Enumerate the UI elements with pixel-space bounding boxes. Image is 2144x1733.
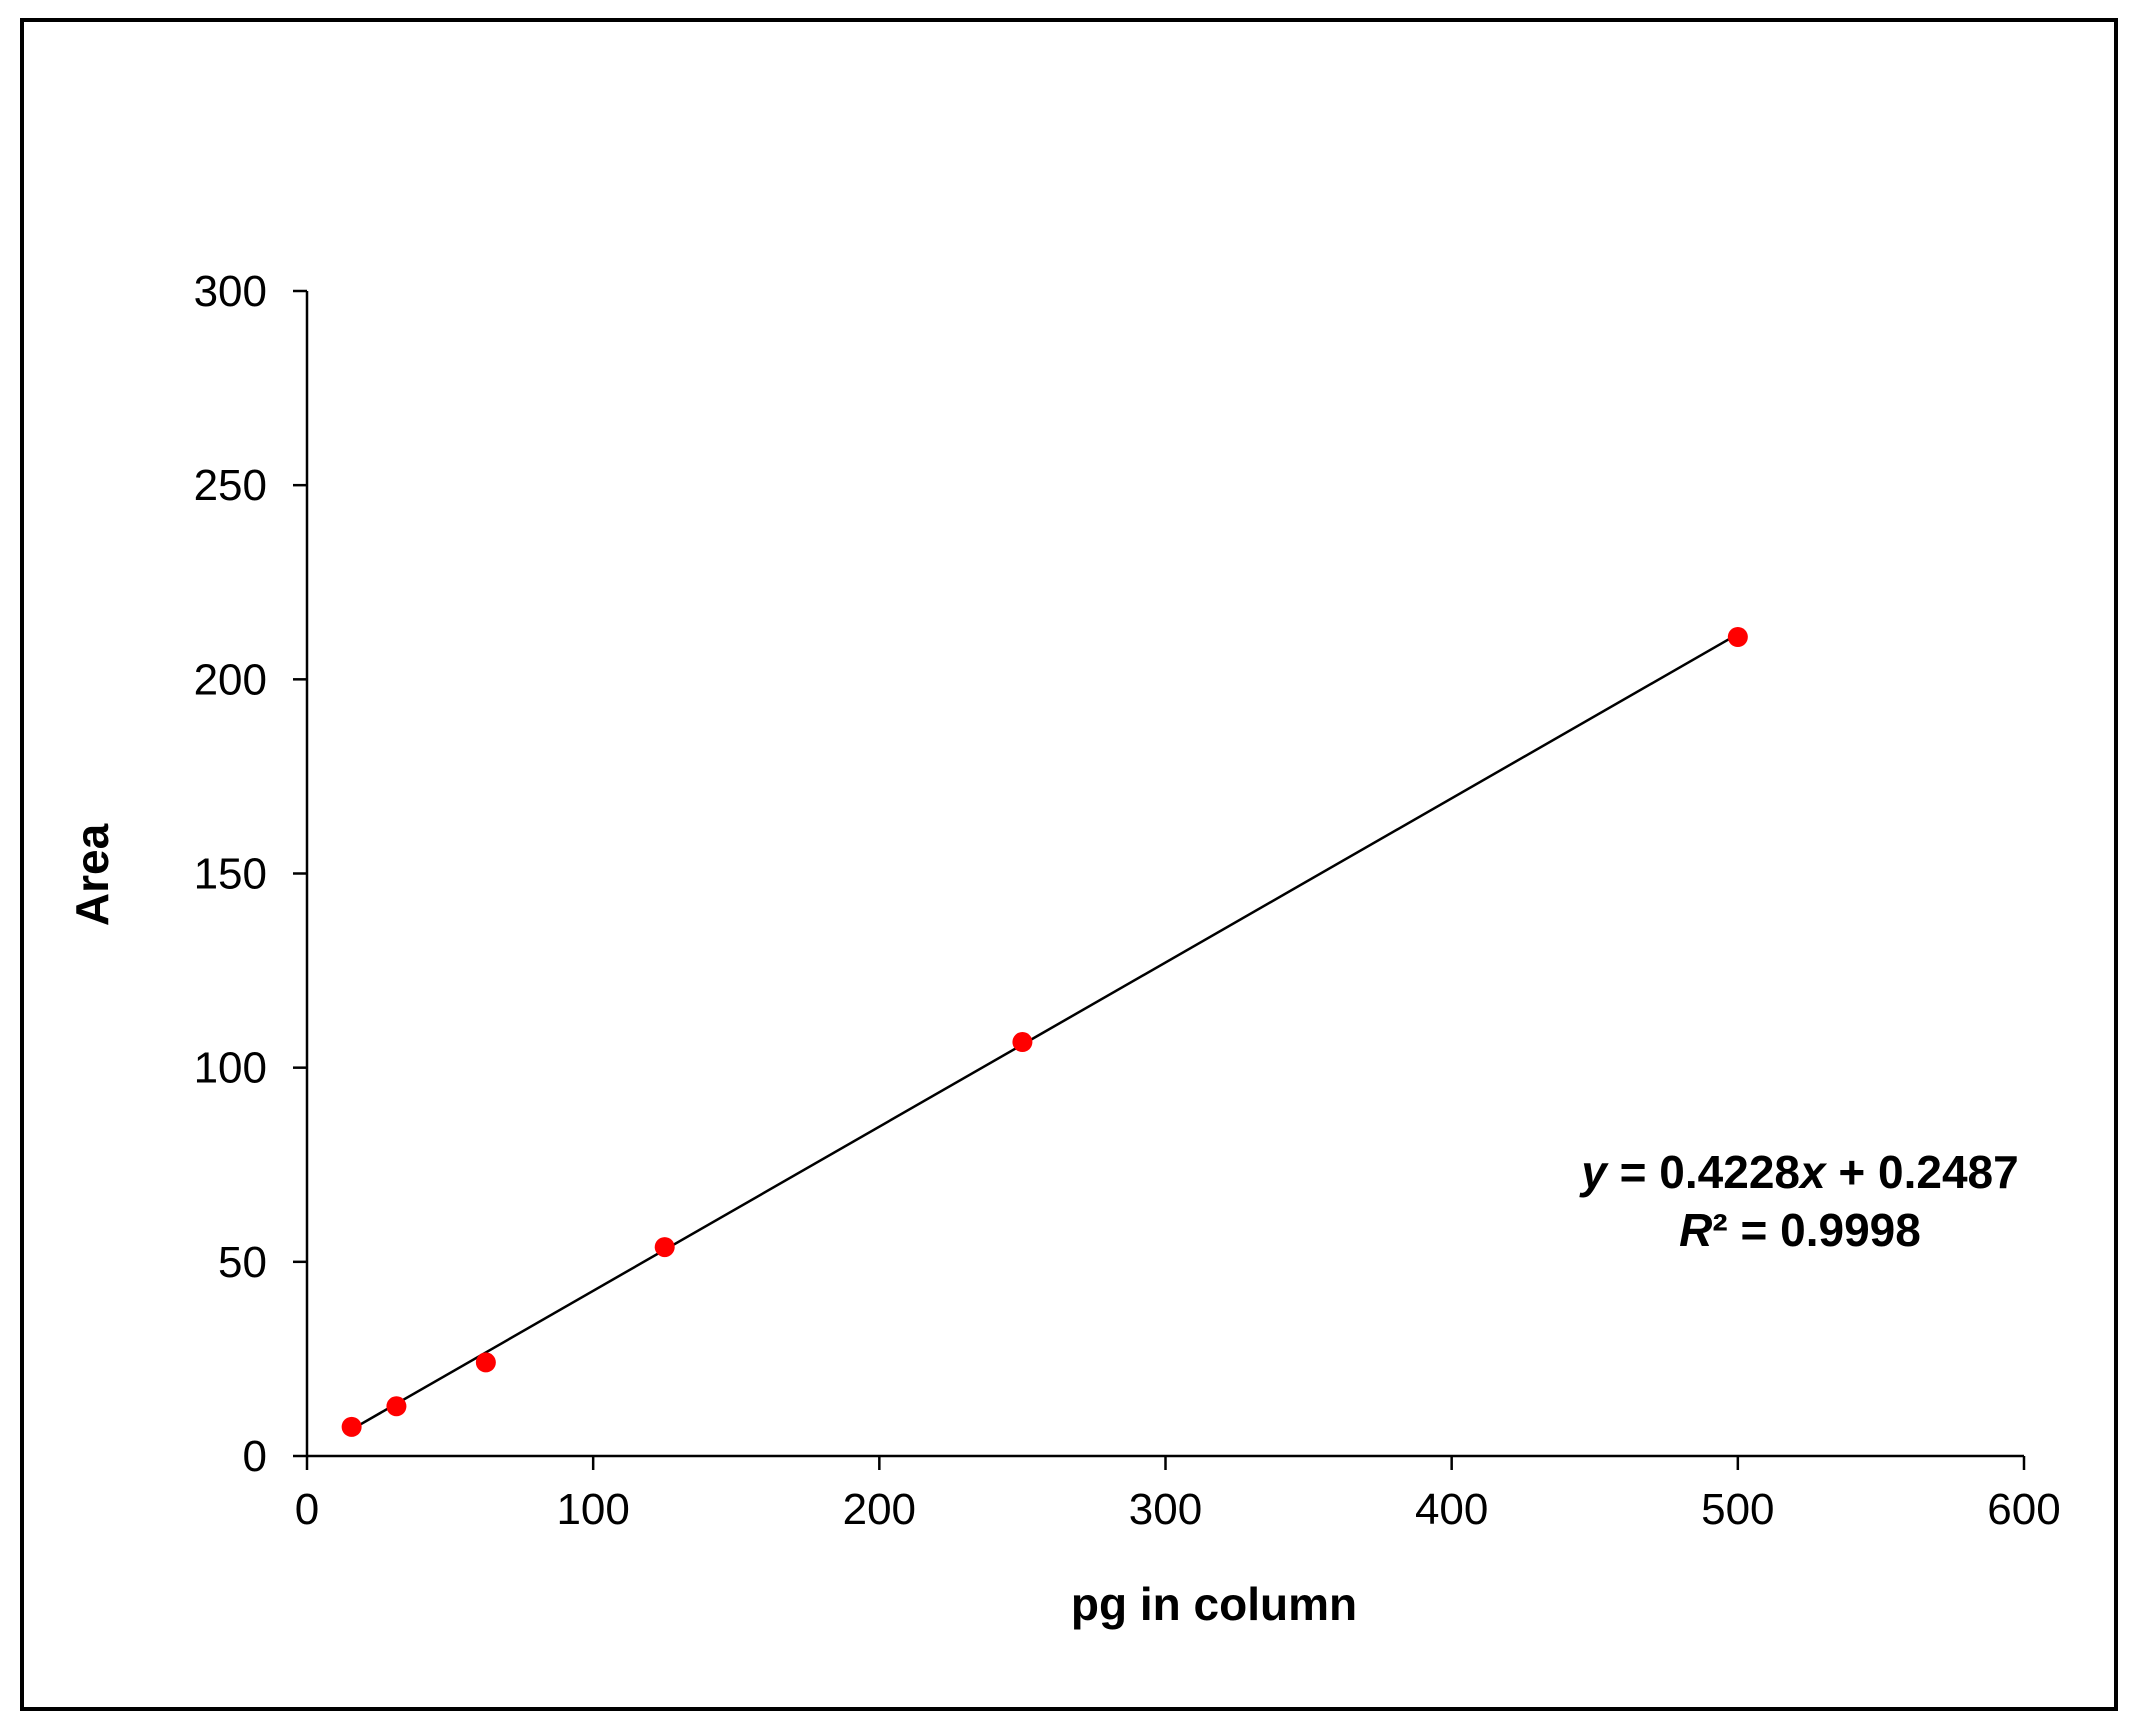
data-point xyxy=(386,1396,407,1417)
r-squared-value: ² = 0.9998 xyxy=(1712,1204,1920,1256)
data-point xyxy=(475,1352,496,1373)
equation-slope: = 0.4228 xyxy=(1607,1146,1800,1198)
y-tick-label: 0 xyxy=(243,1432,267,1481)
x-tick-label: 300 xyxy=(1129,1485,1202,1534)
equation-y: y xyxy=(1579,1146,1609,1198)
equation-intercept: + 0.2487 xyxy=(1826,1146,2019,1198)
x-tick-label: 500 xyxy=(1701,1485,1774,1534)
y-tick-label: 50 xyxy=(218,1238,267,1287)
axes xyxy=(305,291,2024,1458)
x-axis-title: pg in column xyxy=(1071,1578,1357,1630)
equation-x: x xyxy=(1797,1146,1828,1198)
y-tick-label: 200 xyxy=(194,655,267,704)
trendline-group xyxy=(351,633,1739,1431)
chart-frame xyxy=(20,18,2118,1711)
data-points xyxy=(341,627,1748,1437)
x-tick-label: 600 xyxy=(1987,1485,2060,1534)
y-tick-label: 300 xyxy=(194,267,267,316)
data-point xyxy=(341,1416,362,1437)
data-point xyxy=(1727,627,1748,648)
regression-equation: y = 0.4228x + 0.2487 xyxy=(1579,1146,2018,1198)
x-tick-label: 400 xyxy=(1415,1485,1488,1534)
x-axis-ticks: 0 100 200 300 400 500 600 xyxy=(295,1456,2061,1534)
y-tick-label: 100 xyxy=(194,1044,267,1093)
r-squared-r: R xyxy=(1679,1204,1712,1256)
x-tick-label: 200 xyxy=(843,1485,916,1534)
y-tick-label: 150 xyxy=(194,850,267,899)
x-tick-label: 0 xyxy=(295,1485,319,1534)
r-squared: R² = 0.9998 xyxy=(1679,1204,1921,1256)
data-point xyxy=(1012,1032,1033,1053)
y-tick-label: 250 xyxy=(194,461,267,510)
y-axis-ticks: 0 50 100 150 200 250 300 xyxy=(194,267,307,1481)
data-point xyxy=(654,1237,675,1258)
x-tick-label: 100 xyxy=(556,1485,629,1534)
trendline xyxy=(351,633,1739,1431)
y-axis-title: Area xyxy=(66,823,118,926)
